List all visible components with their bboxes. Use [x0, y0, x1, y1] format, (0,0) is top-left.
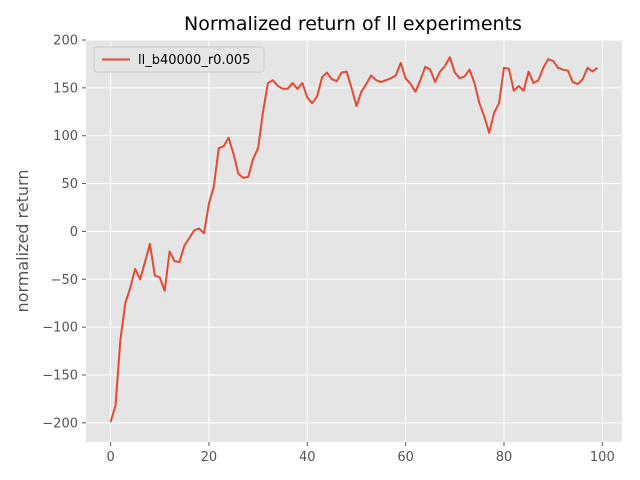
y-tick-label: 100	[53, 129, 78, 144]
series-line	[109, 56, 599, 423]
y-tick-label: 150	[53, 81, 78, 96]
y-tick-label: −100	[42, 321, 78, 336]
series-layer	[109, 56, 599, 423]
y-axis-label: normalized return	[13, 170, 32, 313]
y-axis: −200 −150 −100 −50 0 50 100 150 200	[42, 34, 86, 431]
legend-label: ll_b40000_r0.005	[138, 53, 250, 68]
grid-lines	[86, 39, 622, 442]
y-tick-label: 0	[70, 225, 78, 240]
x-tick-label: 60	[397, 450, 414, 465]
x-tick-label: 80	[496, 450, 513, 465]
chart-title: Normalized return of ll experiments	[184, 13, 522, 35]
legend: ll_b40000_r0.005	[93, 46, 265, 73]
legend-box	[93, 46, 265, 73]
x-axis: 0 20 40 60 80 100	[106, 442, 615, 465]
x-tick-label: 0	[106, 450, 114, 465]
y-tick-label: 50	[61, 177, 78, 192]
y-tick-label: 200	[53, 34, 78, 49]
y-tick-label: −50	[51, 273, 78, 288]
x-tick-label: 40	[299, 450, 316, 465]
x-tick-label: 20	[201, 450, 218, 465]
y-tick-label: −150	[42, 369, 78, 384]
y-tick-label: −200	[42, 416, 78, 431]
x-tick-label: 100	[590, 450, 615, 465]
